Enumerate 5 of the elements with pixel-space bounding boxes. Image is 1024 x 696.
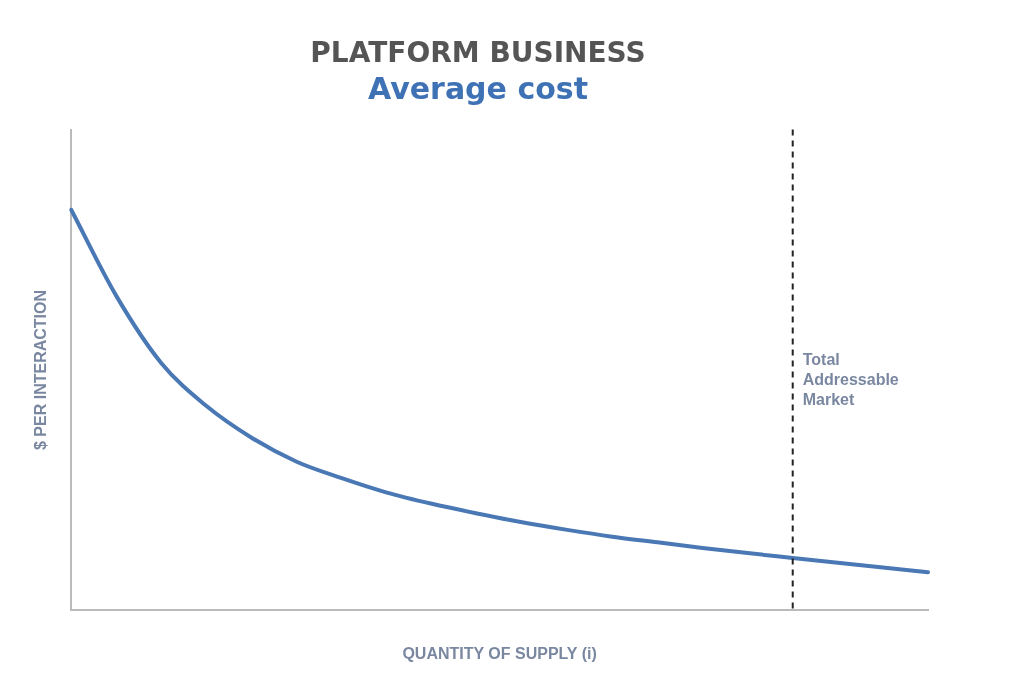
chart-subtitle: Average cost xyxy=(368,71,588,107)
x-axis-title: QUANTITY OF SUPPLY (i) xyxy=(402,644,597,662)
annotation: Total Addressable Market xyxy=(802,350,899,408)
chart-title: PLATFORM BUSINESS xyxy=(310,36,646,70)
y-axis-title: $ PER INTERACTION xyxy=(32,289,50,451)
